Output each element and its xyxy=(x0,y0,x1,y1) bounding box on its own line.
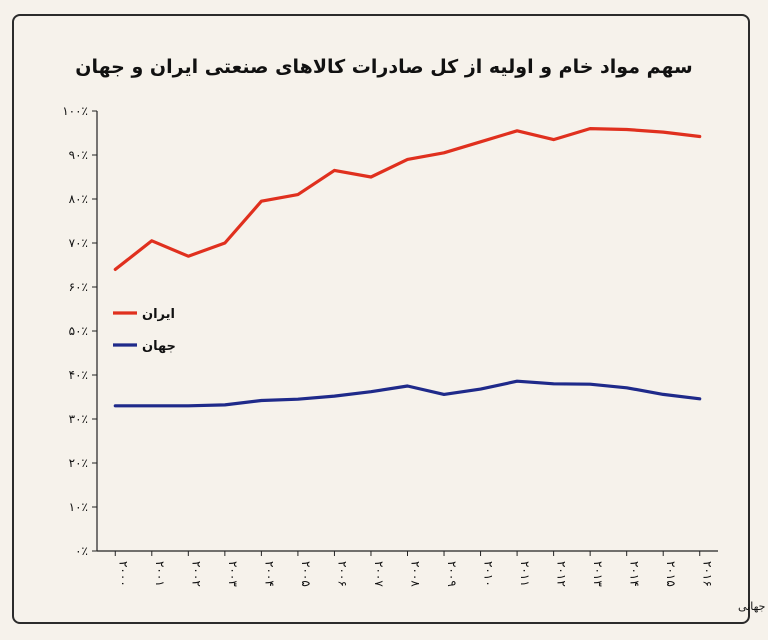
y-tick-label: ۵۰٪ xyxy=(69,324,88,338)
axes xyxy=(96,111,718,552)
x-tick-label: ۲۰۰۰ xyxy=(116,561,130,587)
y-axis-ticks: ۰٪ ۱۰٪ ۲۰٪ ۳۰٪ ۴۰٪ ۵۰٪ ۶۰٪ ۷۰٪ ۸۰٪ ۹۰٪ ۱۰۰٪ xyxy=(62,104,97,558)
x-tick-label: ۲۰۱۲ xyxy=(555,561,569,587)
legend-label: جهان xyxy=(142,339,176,354)
y-tick-label: ۱۰٪ xyxy=(69,500,88,514)
x-tick-label: ۲۰۰۵ xyxy=(299,561,313,587)
x-tick-label: ۲۰۰۹ xyxy=(445,561,459,587)
x-tick-label: ۲۰۱۵ xyxy=(664,561,678,587)
y-tick-label: ۰٪ xyxy=(75,544,88,558)
y-tick-label: ۹۰٪ xyxy=(69,148,88,162)
y-tick-label: ۴۰٪ xyxy=(69,368,88,382)
x-tick-label: ۲۰۰۷ xyxy=(372,561,386,587)
x-tick-label: ۲۰۰۲ xyxy=(189,561,203,587)
x-tick-label: ۲۰۰۸ xyxy=(409,561,423,587)
y-tick-label: ۶۰٪ xyxy=(69,280,88,294)
x-tick-label: ۲۰۰۴ xyxy=(262,561,276,587)
legend-label: ایران xyxy=(142,307,175,322)
source-note: تحلیل و استنتاج: احسان سلطانی بر اساس دا… xyxy=(738,600,768,613)
x-tick-label: ۲۰۱۶ xyxy=(701,561,715,587)
x-tick-label: ۲۰۰۱ xyxy=(153,561,167,587)
x-tick-label: ۲۰۱۰ xyxy=(482,561,496,587)
series-line-0 xyxy=(113,127,702,271)
series-line-1 xyxy=(113,379,702,408)
y-tick-label: ۸۰٪ xyxy=(69,192,88,206)
y-tick-label: ۷۰٪ xyxy=(69,236,88,250)
y-tick-label: ۱۰۰٪ xyxy=(62,104,88,118)
series-lines xyxy=(113,127,702,408)
x-tick-label: ۲۰۱۳ xyxy=(591,561,605,587)
legend: ایران جهان xyxy=(113,307,176,354)
x-tick-label: ۲۰۰۳ xyxy=(226,561,240,587)
x-tick-label: ۲۰۰۶ xyxy=(335,561,349,587)
chart-title: سهم مواد خام و اولیه از کل صادرات کالاها… xyxy=(75,56,692,78)
y-tick-label: ۳۰٪ xyxy=(69,412,88,426)
x-tick-label: ۲۰۱۴ xyxy=(628,561,642,587)
x-axis-ticks: ۲۰۰۰ ۲۰۰۱ ۲۰۰۲ ۲۰۰۳ ۲۰۰۴ ۲۰۰۵ ۲۰۰۶ ۲۰۰۷ ۲۰۰۸ ۲۰۰۹… xyxy=(114,551,715,587)
chart-frame xyxy=(12,14,750,624)
x-tick-label: ۲۰۱۱ xyxy=(518,561,532,587)
y-tick-label: ۲۰٪ xyxy=(69,456,88,470)
